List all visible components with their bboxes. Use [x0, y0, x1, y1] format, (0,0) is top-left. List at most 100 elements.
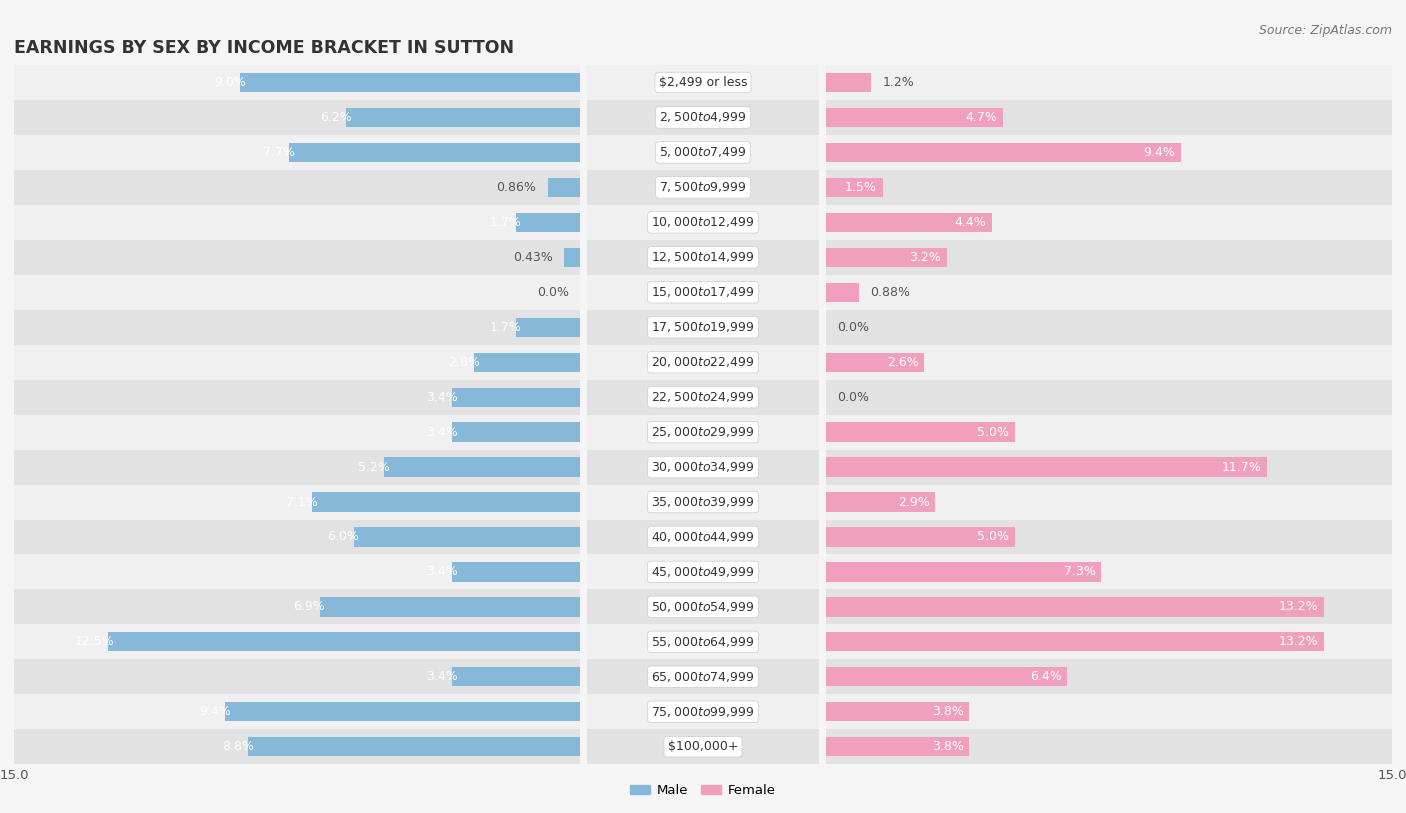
Bar	[346, 108, 581, 127]
Bar	[14, 65, 581, 100]
Bar	[827, 737, 969, 756]
Text: 0.43%: 0.43%	[513, 251, 553, 263]
Bar	[547, 178, 581, 197]
Bar	[451, 667, 581, 686]
Bar	[827, 100, 1392, 135]
Bar	[588, 170, 818, 205]
Bar	[827, 554, 1392, 589]
Text: 7.1%: 7.1%	[285, 496, 318, 508]
Bar	[14, 694, 581, 729]
Bar	[827, 108, 1004, 127]
Bar	[588, 554, 818, 589]
Bar	[14, 170, 581, 205]
Bar	[14, 310, 581, 345]
Legend: Male, Female: Male, Female	[626, 779, 780, 802]
Text: $65,000 to $74,999: $65,000 to $74,999	[651, 670, 755, 684]
Text: $30,000 to $34,999: $30,000 to $34,999	[651, 460, 755, 474]
Text: 6.9%: 6.9%	[294, 601, 325, 613]
Bar	[827, 450, 1392, 485]
Text: 9.0%: 9.0%	[214, 76, 246, 89]
Bar	[827, 248, 946, 267]
Bar	[588, 694, 818, 729]
Text: $25,000 to $29,999: $25,000 to $29,999	[651, 425, 755, 439]
Bar	[827, 520, 1392, 554]
Bar	[14, 345, 581, 380]
Bar	[451, 423, 581, 441]
Text: 3.2%: 3.2%	[910, 251, 941, 263]
Bar	[827, 589, 1392, 624]
Bar	[240, 73, 581, 92]
Text: 3.4%: 3.4%	[426, 566, 457, 578]
Bar	[14, 135, 581, 170]
Bar	[588, 450, 818, 485]
Bar	[827, 310, 1392, 345]
Bar	[827, 528, 1015, 546]
Text: $22,500 to $24,999: $22,500 to $24,999	[651, 390, 755, 404]
Bar	[827, 275, 1392, 310]
Bar	[14, 659, 581, 694]
Text: 9.4%: 9.4%	[200, 706, 231, 718]
Bar	[14, 624, 581, 659]
Bar	[827, 143, 1181, 162]
Bar	[827, 702, 969, 721]
Bar	[14, 520, 581, 554]
Bar	[588, 520, 818, 554]
Text: 6.2%: 6.2%	[321, 111, 352, 124]
Bar	[14, 554, 581, 589]
Bar	[827, 563, 1101, 581]
Bar	[14, 485, 581, 520]
Text: $7,500 to $9,999: $7,500 to $9,999	[659, 180, 747, 194]
Bar	[354, 528, 581, 546]
Bar	[827, 493, 935, 511]
Bar	[827, 659, 1392, 694]
Bar	[588, 205, 818, 240]
Bar	[14, 729, 581, 764]
Bar	[14, 380, 581, 415]
Bar	[827, 170, 1392, 205]
Text: 6.0%: 6.0%	[328, 531, 360, 543]
Text: $100,000+: $100,000+	[668, 741, 738, 753]
Bar	[451, 388, 581, 406]
Text: 3.4%: 3.4%	[426, 426, 457, 438]
Text: $2,499 or less: $2,499 or less	[659, 76, 747, 89]
Text: 7.7%: 7.7%	[263, 146, 295, 159]
Text: 0.0%: 0.0%	[838, 321, 869, 333]
Bar	[827, 667, 1067, 686]
Bar	[225, 702, 581, 721]
Bar	[588, 65, 818, 100]
Bar	[247, 737, 581, 756]
Text: $10,000 to $12,499: $10,000 to $12,499	[651, 215, 755, 229]
Bar	[319, 598, 581, 616]
Bar	[588, 135, 818, 170]
Text: $45,000 to $49,999: $45,000 to $49,999	[651, 565, 755, 579]
Bar	[588, 345, 818, 380]
Text: $40,000 to $44,999: $40,000 to $44,999	[651, 530, 755, 544]
Text: 11.7%: 11.7%	[1222, 461, 1261, 473]
Bar	[588, 624, 818, 659]
Bar	[827, 65, 1392, 100]
Bar	[827, 624, 1392, 659]
Bar	[827, 178, 883, 197]
Text: 12.5%: 12.5%	[75, 636, 114, 648]
Text: 4.4%: 4.4%	[955, 216, 987, 228]
Text: $75,000 to $99,999: $75,000 to $99,999	[651, 705, 755, 719]
Bar	[14, 205, 581, 240]
Text: 4.7%: 4.7%	[966, 111, 998, 124]
Text: 1.7%: 1.7%	[489, 321, 522, 333]
Bar	[588, 659, 818, 694]
Bar	[588, 729, 818, 764]
Bar	[14, 100, 581, 135]
Text: 9.4%: 9.4%	[1143, 146, 1175, 159]
Bar	[827, 240, 1392, 275]
Text: 3.8%: 3.8%	[932, 741, 963, 753]
Text: 3.8%: 3.8%	[932, 706, 963, 718]
Bar	[474, 353, 581, 372]
Text: 6.4%: 6.4%	[1031, 671, 1062, 683]
Text: 2.6%: 2.6%	[887, 356, 918, 368]
Bar	[14, 450, 581, 485]
Bar	[588, 100, 818, 135]
Text: $20,000 to $22,499: $20,000 to $22,499	[651, 355, 755, 369]
Bar	[588, 240, 818, 275]
Text: 0.0%: 0.0%	[838, 391, 869, 403]
Bar	[827, 415, 1392, 450]
